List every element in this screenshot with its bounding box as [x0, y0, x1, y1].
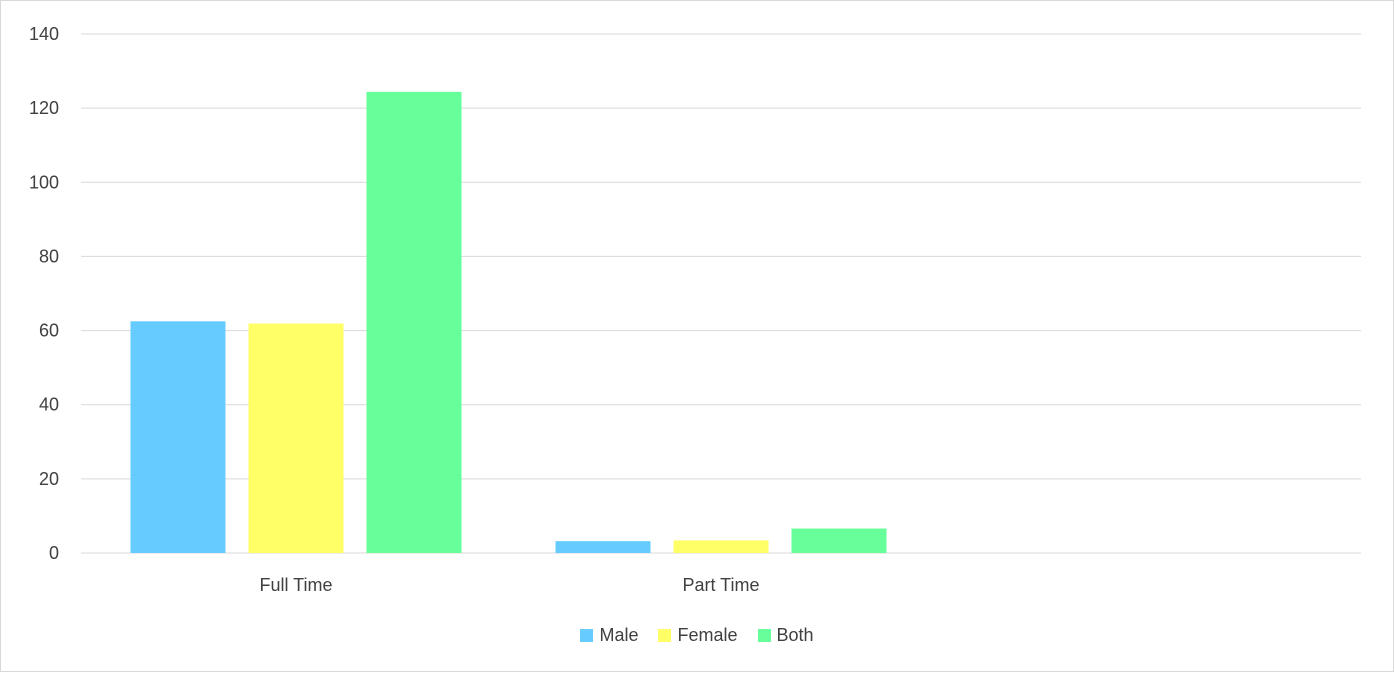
- legend-item-male: Male: [580, 625, 638, 646]
- legend-label-both: Both: [776, 625, 814, 645]
- bar-both-part-time: [791, 528, 887, 553]
- bar-male-full-time: [130, 321, 226, 553]
- bar-female-full-time: [248, 323, 344, 553]
- legend-label-female: Female: [677, 625, 738, 645]
- x-tick-label: Part Time: [682, 575, 759, 595]
- bars: [130, 91, 887, 554]
- y-axis-ticks: 0 20 40 60 80 100 120 140: [29, 24, 59, 563]
- y-tick-label: 40: [39, 395, 59, 415]
- legend-swatch-both: [757, 629, 771, 642]
- x-axis-ticks: Full Time Part Time: [259, 575, 759, 595]
- x-tick-label: Full Time: [259, 575, 332, 595]
- legend-label-male: Male: [599, 625, 639, 645]
- legend-item-female: Female: [658, 625, 738, 646]
- legend-item-both: Both: [757, 625, 814, 646]
- bar-both-full-time: [366, 91, 462, 554]
- y-tick-label: 60: [39, 321, 59, 341]
- legend-swatch-female: [658, 629, 672, 642]
- y-tick-label: 120: [29, 98, 59, 118]
- y-tick-label: 140: [29, 24, 59, 44]
- y-tick-label: 0: [49, 543, 59, 563]
- chart-legend: Male Female Both: [1, 625, 1393, 646]
- bar-female-part-time: [673, 540, 769, 553]
- legend-swatch-male: [580, 629, 594, 642]
- bar-male-part-time: [555, 541, 651, 553]
- y-tick-label: 80: [39, 246, 59, 266]
- y-tick-label: 20: [39, 469, 59, 489]
- y-tick-label: 100: [29, 172, 59, 192]
